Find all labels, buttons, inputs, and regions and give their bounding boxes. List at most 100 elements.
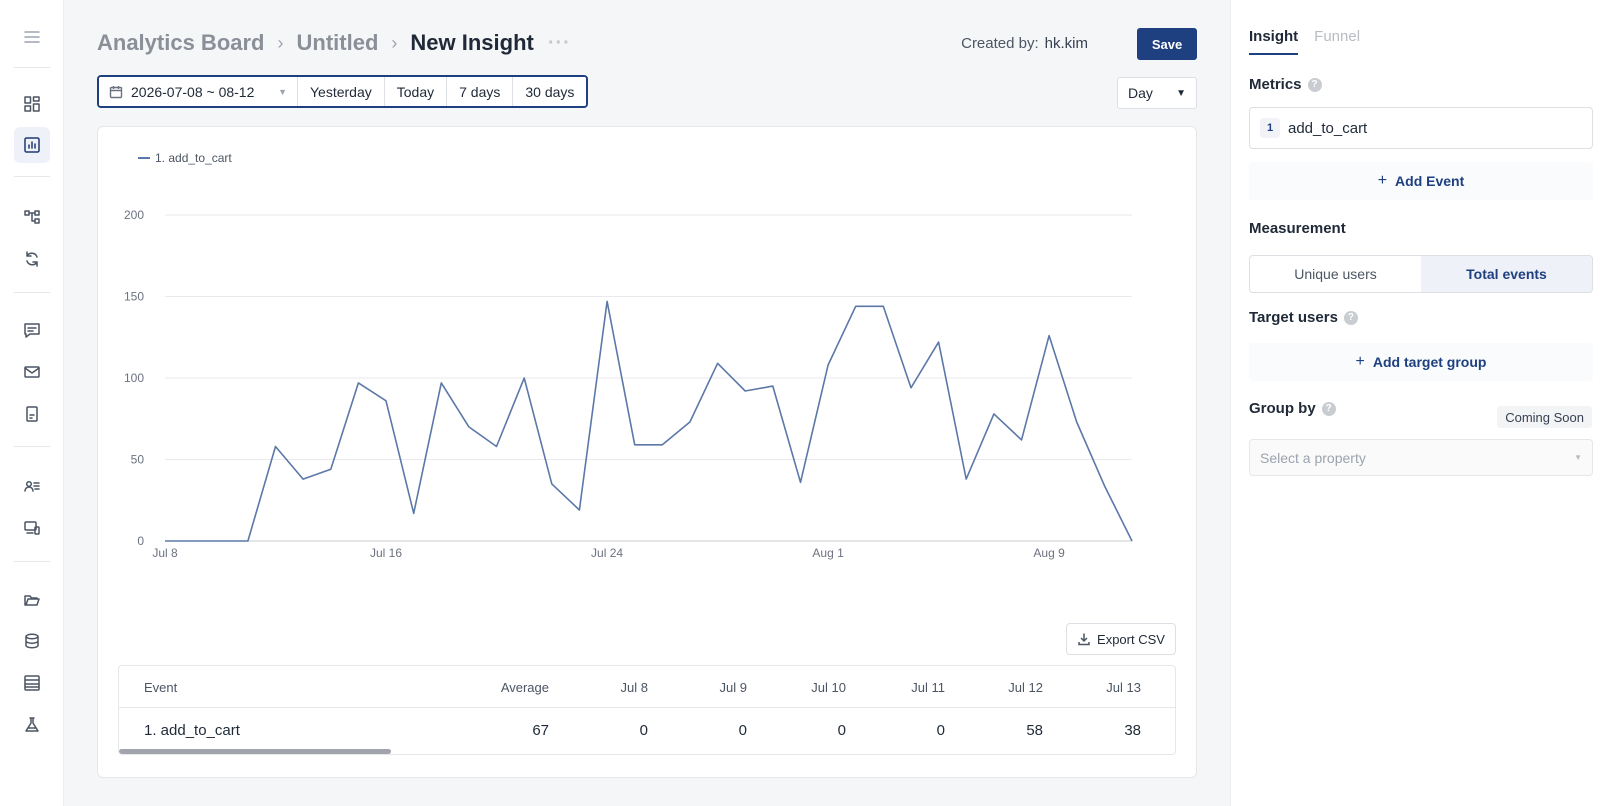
document-icon[interactable] bbox=[14, 396, 50, 432]
help-icon[interactable]: ? bbox=[1321, 401, 1336, 416]
download-icon bbox=[1078, 633, 1090, 646]
page-title[interactable]: New Insight bbox=[410, 30, 534, 55]
table-header-cell: Jul 13 bbox=[1106, 679, 1141, 695]
mail-icon[interactable] bbox=[14, 354, 50, 390]
preset-7-days[interactable]: 7 days bbox=[446, 77, 513, 106]
add-event-label: Add Event bbox=[1395, 173, 1465, 189]
metrics-title-text: Metrics bbox=[1249, 76, 1302, 93]
chart-panel: 1. add_to_cart 0 50 100 150 200 Jul 8 Jul 16 Jul… bbox=[97, 126, 1197, 778]
export-csv-label: Export CSV bbox=[1097, 631, 1165, 647]
group-by-title: Group by ? bbox=[1249, 400, 1336, 417]
chevron-down-icon: ▼ bbox=[278, 86, 287, 97]
preset-30-days[interactable]: 30 days bbox=[512, 77, 587, 106]
table-header-cell: Average bbox=[500, 679, 549, 695]
devices-icon[interactable] bbox=[14, 510, 50, 546]
group-by-title-text: Group by bbox=[1249, 400, 1316, 417]
y-tick-label: 0 bbox=[137, 534, 144, 548]
coming-soon-badge: Coming Soon bbox=[1497, 406, 1592, 428]
table-row: 1. add_to_cart 67 0 0 0 0 58 38 bbox=[119, 708, 1175, 750]
granularity-select[interactable]: Day ▼ bbox=[1117, 77, 1197, 109]
rail-divider bbox=[14, 561, 50, 562]
table-cell: 67 bbox=[532, 721, 549, 739]
table-cell: 0 bbox=[639, 721, 648, 739]
table-header-cell: Jul 9 bbox=[719, 679, 747, 695]
measurement-total-events[interactable]: Total events bbox=[1421, 256, 1592, 292]
property-select[interactable]: Select a property ▼ bbox=[1249, 439, 1593, 476]
rail-divider bbox=[14, 176, 50, 177]
help-icon[interactable]: ? bbox=[1307, 77, 1322, 92]
created-by-label: Created by: bbox=[961, 35, 1039, 52]
users-list-icon[interactable] bbox=[14, 468, 50, 504]
series-line bbox=[165, 300, 1133, 542]
main-area: Analytics Board › Untitled › New Insight… bbox=[64, 0, 1230, 806]
preset-yesterday[interactable]: Yesterday bbox=[297, 77, 384, 106]
measurement-title-text: Measurement bbox=[1249, 220, 1346, 237]
metric-index: 1 bbox=[1260, 118, 1280, 138]
table-cell: 0 bbox=[936, 721, 945, 739]
table-header-cell: Jul 8 bbox=[620, 679, 648, 695]
breadcrumb: Analytics Board › Untitled › New Insight… bbox=[97, 30, 571, 56]
more-dots-icon[interactable]: ··· bbox=[547, 31, 571, 54]
table-cell: 38 bbox=[1124, 721, 1141, 739]
legend-label: 1. add_to_cart bbox=[155, 151, 232, 165]
table-cell: 0 bbox=[837, 721, 846, 739]
chart-icon[interactable] bbox=[14, 127, 50, 163]
table-cell: 58 bbox=[1026, 721, 1043, 739]
table-header-cell: Jul 11 bbox=[911, 679, 945, 695]
line-chart: 1. add_to_cart 0 50 100 150 200 Jul 8 Jul 16 Jul… bbox=[124, 151, 1133, 560]
database-icon[interactable] bbox=[14, 623, 50, 659]
table-cell: 0 bbox=[738, 721, 747, 739]
export-csv-button[interactable]: Export CSV bbox=[1066, 623, 1176, 655]
target-users-title-text: Target users bbox=[1249, 309, 1338, 326]
metric-name: add_to_cart bbox=[1288, 119, 1368, 137]
add-target-label: Add target group bbox=[1372, 354, 1487, 370]
x-tick-label: Aug 9 bbox=[1033, 546, 1065, 560]
flask-icon[interactable] bbox=[14, 707, 50, 743]
save-button[interactable]: Save bbox=[1137, 28, 1197, 60]
table-header-cell: Jul 10 bbox=[811, 679, 846, 695]
plus-icon: + bbox=[1355, 353, 1365, 370]
add-event-button[interactable]: + Add Event bbox=[1249, 162, 1593, 200]
tab-funnel[interactable]: Funnel bbox=[1314, 28, 1361, 45]
created-by-user: hk.kim bbox=[1044, 35, 1088, 52]
metric-item[interactable]: 1 add_to_cart bbox=[1249, 107, 1593, 149]
date-range-picker[interactable]: 2026-07-08 ~ 08-12 ▼ bbox=[99, 77, 297, 106]
message-icon[interactable] bbox=[14, 312, 50, 348]
property-select-placeholder: Select a property bbox=[1260, 449, 1366, 466]
flow-icon[interactable] bbox=[14, 199, 50, 235]
chevron-right-icon: › bbox=[391, 32, 398, 53]
refresh-icon[interactable] bbox=[14, 241, 50, 277]
preset-today[interactable]: Today bbox=[383, 77, 447, 106]
table-icon[interactable] bbox=[14, 665, 50, 701]
tab-insight[interactable]: Insight bbox=[1249, 28, 1299, 55]
date-range-bar: 2026-07-08 ~ 08-12 ▼ Yesterday Today 7 d… bbox=[97, 75, 589, 108]
settings-panel: Insight Funnel Metrics ? 1 add_to_cart +… bbox=[1230, 0, 1600, 806]
rail-divider bbox=[14, 446, 50, 447]
x-tick-label: Aug 1 bbox=[812, 546, 844, 560]
menu-icon[interactable] bbox=[14, 19, 50, 55]
measurement-unique-users[interactable]: Unique users bbox=[1294, 266, 1377, 282]
add-target-group-button[interactable]: + Add target group bbox=[1249, 343, 1593, 381]
rail-divider bbox=[14, 292, 50, 293]
dashboard-icon[interactable] bbox=[14, 86, 50, 122]
horizontal-scrollbar[interactable] bbox=[119, 749, 391, 754]
measurement-title: Measurement bbox=[1249, 220, 1346, 237]
breadcrumb-board[interactable]: Analytics Board bbox=[97, 30, 265, 55]
help-icon[interactable]: ? bbox=[1343, 310, 1358, 325]
breadcrumb-untitled[interactable]: Untitled bbox=[296, 30, 379, 55]
x-tick-label: Jul 24 bbox=[591, 546, 623, 560]
caret-down-icon: ▼ bbox=[1176, 87, 1186, 99]
y-tick-label: 100 bbox=[124, 371, 144, 385]
folder-icon[interactable] bbox=[14, 582, 50, 618]
table-header-cell: Jul 12 bbox=[1008, 679, 1043, 695]
calendar-icon bbox=[109, 85, 123, 99]
metrics-title: Metrics ? bbox=[1249, 76, 1322, 93]
chevron-right-icon: › bbox=[277, 32, 284, 53]
chevron-down-icon: ▼ bbox=[1574, 453, 1582, 462]
x-tick-label: Jul 16 bbox=[370, 546, 402, 560]
y-tick-label: 150 bbox=[124, 290, 144, 304]
y-tick-label: 50 bbox=[131, 453, 145, 467]
granularity-value: Day bbox=[1128, 85, 1153, 101]
rail-divider bbox=[14, 67, 50, 68]
table-header-row: Event Average Jul 8 Jul 9 Jul 10 Jul 11 … bbox=[119, 666, 1175, 708]
